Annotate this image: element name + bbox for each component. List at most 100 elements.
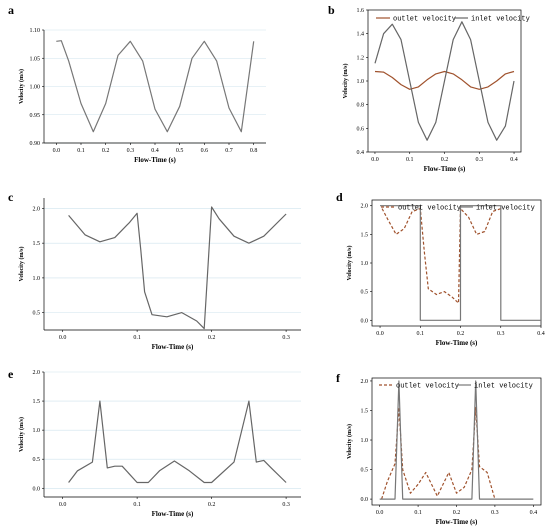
y-tick-label: 0.4 [357,150,365,156]
y-tick-label: 1.4 [357,32,365,38]
legend-label: outlet velocity [398,205,461,213]
x-tick-label: 0.4 [151,148,159,154]
plot-frame [371,377,542,506]
series-line-inlet-velocity [380,205,541,321]
x-tick-label: 0.4 [530,510,538,516]
plot-frame [367,9,522,153]
y-tick-label: 2.0 [361,379,369,385]
x-tick-label: 0.6 [201,148,209,154]
series-line-outlet-velocity [381,208,502,304]
y-tick-label: 0.0 [361,497,369,503]
series-line-inlet-velocity [374,21,515,141]
series-line-velocity [68,400,287,484]
x-tick-label: 0.0 [376,331,384,337]
y-tick-label: 0.90 [30,141,41,147]
y-tick-label: 1.5 [361,232,369,238]
y-axis-label: Velocity (m/s) [18,417,25,452]
x-tick-label: 0.1 [406,157,414,163]
y-tick-label: 0.5 [361,290,369,296]
panel-e: e 0.0 0.5 1.0 1.5 2.0 0.0 0.1 0.2 0.3 Flow-Time (s… [8,367,301,518]
y-tick-label: 0.8 [357,103,365,109]
x-tick-label: 0.2 [102,148,110,154]
x-tick-label: 0.1 [133,335,141,341]
y-tick-label: 0.5 [33,311,41,317]
x-tick-label: 0.2 [208,502,216,508]
y-tick-label: 1.0 [357,79,365,85]
y-tick-label: 1.0 [33,428,41,434]
x-tick-label: 0.2 [441,157,449,163]
y-tick-label: 0.0 [33,486,41,492]
x-tick-label: 0.0 [376,510,384,516]
y-tick-label: 2.0 [33,370,41,376]
x-tick-label: 0.3 [491,510,499,516]
y-tick-label: 1.0 [361,438,369,444]
series-line-velocity [56,40,255,133]
legend-label: inlet velocity [471,16,530,24]
y-tick-label: 1.5 [33,399,41,405]
legend-label: outlet velocity [393,16,456,24]
x-tick-label: 0.1 [417,331,425,337]
panel-d: d 0.0 0.5 1.0 1.5 2.0 0.0 0.1 0.2 0.3 0.4 Flow-Time… [336,190,545,347]
y-tick-label: 1.0 [361,261,369,267]
x-tick-label: 0.4 [537,331,545,337]
x-tick-label: 0.1 [133,502,141,508]
y-tick-label: 1.10 [30,28,41,34]
x-tick-label: 0.4 [510,157,518,163]
y-tick-label: 0.0 [361,318,369,324]
y-tick-label: 1.6 [357,8,365,14]
y-tick-label: 1.2 [357,55,365,61]
y-tick-label: 2.0 [33,206,41,212]
x-tick-label: 0.1 [414,510,422,516]
x-tick-label: 0.3 [282,502,290,508]
x-tick-label: 0.8 [250,148,258,154]
panel-label-d: d [336,190,343,204]
series-line-outlet-velocity [374,70,515,90]
x-tick-label: 0.0 [59,335,67,341]
x-tick-label: 0.7 [225,148,233,154]
y-axis-label: Velocity (m/s) [346,246,353,281]
x-tick-label: 0.2 [208,335,216,341]
x-tick-label: 0.3 [127,148,135,154]
y-tick-label: 1.0 [33,276,41,282]
y-tick-label: 0.6 [357,126,365,132]
series-line-inlet-velocity [379,380,534,500]
y-tick-label: 2.0 [361,204,369,210]
panel-f: f 0.0 0.5 1.0 1.5 2.0 0.0 0.1 0.2 0.3 0.4 Flow-Time… [336,371,542,526]
panel-label-a: a [8,3,14,17]
x-axis-label: Flow-Time (s) [436,339,478,347]
y-axis-label: Velocity (m/s) [342,64,349,99]
y-axis-label: Velocity (m/s) [346,424,353,459]
y-tick-label: 0.5 [33,457,41,463]
x-tick-label: 0.5 [176,148,184,154]
x-tick-label: 0.2 [453,510,461,516]
x-tick-label: 0.3 [497,331,505,337]
x-tick-label: 0.2 [457,331,465,337]
panel-c: c 0.5 1.0 1.5 2.0 0.0 0.1 0.2 0.3 Flow-Time (s) Ve… [8,190,301,351]
x-tick-label: 0.0 [371,157,379,163]
panel-label-c: c [8,190,14,204]
y-tick-label: 1.5 [361,408,369,414]
x-tick-label: 0.0 [53,148,61,154]
x-axis-label: Flow-Time (s) [134,156,176,164]
plot-frame [371,199,542,327]
x-tick-label: 0.0 [59,502,67,508]
legend-label: inlet velocity [474,383,533,391]
y-tick-label: 1.00 [30,85,41,91]
y-tick-label: 0.5 [361,468,369,474]
y-tick-label: 0.95 [30,113,41,119]
series-line-velocity [68,206,287,330]
panel-label-e: e [8,367,14,381]
x-tick-label: 0.3 [282,335,290,341]
panel-b: b 0.4 0.6 0.8 1.0 1.2 1.4 1.6 0.0 0.1 0.2 0.3 0.4 Flo… [328,3,530,173]
y-tick-label: 1.5 [33,241,41,247]
x-axis-label: Flow-Time (s) [424,165,466,173]
x-axis-label: Flow-Time (s) [152,510,194,518]
y-tick-label: 1.05 [30,56,41,62]
x-axis-label: Flow-Time (s) [152,343,194,351]
legend-label: inlet velocity [476,205,535,213]
legend-label: outlet velocity [396,383,459,391]
y-axis-label: Velocity (m/s) [18,247,25,282]
y-axis-label: Velocity (m/s) [18,69,25,104]
panel-a: a 0.90 0.95 1.00 1.05 1.10 0.0 0.1 0.2 0.3 0.4 0.5 0… [8,3,266,164]
